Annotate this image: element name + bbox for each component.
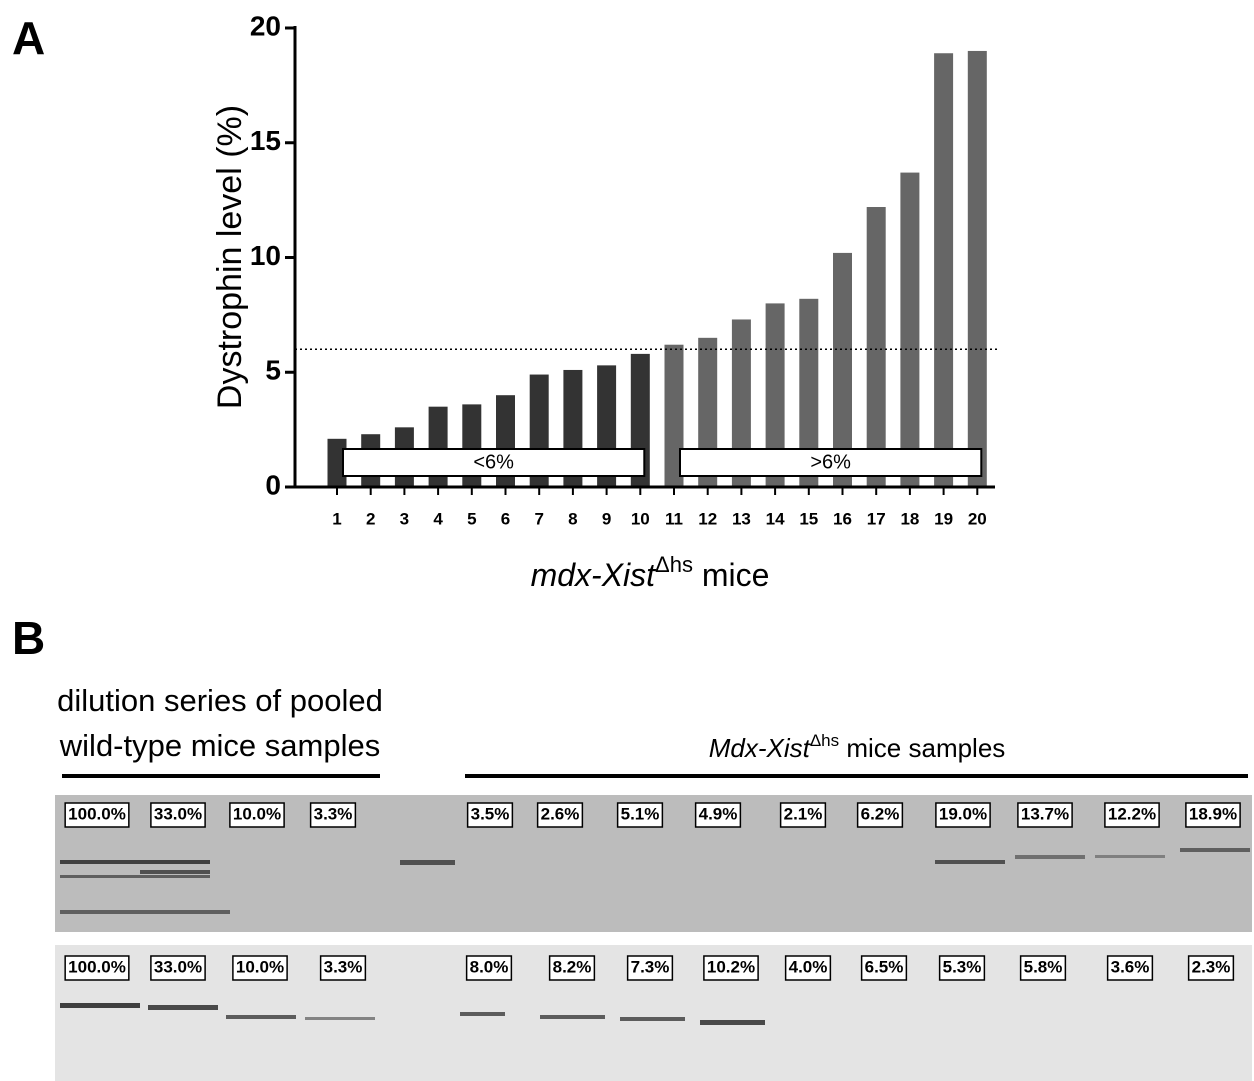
x-tick-label: 13 bbox=[732, 509, 751, 528]
y-axis-label: Dystrophin level (%) bbox=[211, 105, 249, 409]
lane-label: 13.7% bbox=[1021, 804, 1069, 823]
y-tick-label: 0 bbox=[265, 469, 281, 500]
band bbox=[60, 1003, 140, 1008]
lane-label: 3.6% bbox=[1111, 957, 1150, 976]
header-left-line: dilution series of pooled bbox=[57, 683, 383, 718]
lane-label: 2.1% bbox=[784, 804, 823, 823]
x-tick-label: 15 bbox=[799, 509, 818, 528]
figure: A B Dystrophin level (%) mdx-XistΔhs mic… bbox=[0, 0, 1254, 1081]
lane-label: 5.1% bbox=[621, 804, 660, 823]
header-sup: Δhs bbox=[810, 731, 839, 750]
band bbox=[935, 860, 1005, 864]
lane-label: 100.0% bbox=[68, 804, 126, 823]
x-tick-label: 7 bbox=[534, 509, 543, 528]
x-tick-label: 11 bbox=[665, 509, 683, 528]
panel-label: B bbox=[12, 612, 45, 664]
lane-label: 5.3% bbox=[943, 957, 982, 976]
lane-label: 10.0% bbox=[236, 957, 284, 976]
header-right: Mdx-XistΔhs mice samples bbox=[709, 731, 1006, 762]
band bbox=[226, 1015, 296, 1019]
bar bbox=[867, 207, 886, 487]
lane-label: 4.0% bbox=[789, 957, 828, 976]
lane-label: 33.0% bbox=[154, 957, 202, 976]
lane-label: 6.2% bbox=[861, 804, 900, 823]
lane-label: 18.9% bbox=[1189, 804, 1237, 823]
x-label-sup: Δhs bbox=[655, 552, 693, 577]
lane-label: 8.0% bbox=[470, 957, 509, 976]
band bbox=[305, 1017, 375, 1020]
band bbox=[60, 910, 230, 914]
lane-label: 7.3% bbox=[631, 957, 670, 976]
band bbox=[460, 1012, 505, 1016]
lane-label: 4.9% bbox=[699, 804, 738, 823]
lane-label: 2.6% bbox=[541, 804, 580, 823]
lane-label: 10.0% bbox=[233, 804, 281, 823]
header-rest: mice samples bbox=[839, 733, 1005, 763]
x-tick-label: 17 bbox=[867, 509, 886, 528]
x-tick-label: 18 bbox=[900, 509, 919, 528]
x-label-rest: mice bbox=[693, 557, 769, 593]
x-tick-label: 5 bbox=[467, 509, 476, 528]
band bbox=[400, 860, 455, 865]
x-tick-label: 14 bbox=[766, 509, 785, 528]
lane-label: 10.2% bbox=[707, 957, 755, 976]
x-tick-label: 10 bbox=[631, 509, 650, 528]
x-tick-label: 16 bbox=[833, 509, 852, 528]
bar bbox=[934, 53, 953, 487]
x-tick-label: 8 bbox=[568, 509, 577, 528]
header-left-line: wild-type mice samples bbox=[59, 728, 380, 763]
y-tick-label: 15 bbox=[250, 125, 281, 156]
panel-label: A bbox=[12, 12, 45, 64]
x-label-italic: mdx-Xist bbox=[531, 557, 657, 593]
band bbox=[620, 1017, 685, 1021]
x-tick-label: 2 bbox=[366, 509, 375, 528]
x-tick-label: 3 bbox=[400, 509, 409, 528]
x-tick-label: 19 bbox=[934, 509, 953, 528]
lane-label: 19.0% bbox=[939, 804, 987, 823]
band bbox=[140, 870, 210, 874]
band bbox=[1095, 855, 1165, 858]
lane-label: 3.3% bbox=[324, 957, 363, 976]
lane-label: 3.5% bbox=[471, 804, 510, 823]
lane-label: 100.0% bbox=[68, 957, 126, 976]
band bbox=[1180, 848, 1250, 852]
x-tick-label: 1 bbox=[332, 509, 341, 528]
band bbox=[700, 1020, 765, 1025]
x-tick-label: 4 bbox=[433, 509, 443, 528]
lane-label: 2.3% bbox=[1192, 957, 1231, 976]
bar bbox=[968, 51, 987, 487]
band bbox=[148, 1005, 218, 1010]
x-axis-label: mdx-XistΔhs mice bbox=[531, 552, 770, 594]
lane-label: 5.8% bbox=[1024, 957, 1063, 976]
band bbox=[540, 1015, 605, 1019]
y-tick-label: 20 bbox=[250, 10, 281, 41]
band bbox=[60, 860, 210, 864]
bar bbox=[900, 173, 919, 487]
lane-label: 3.3% bbox=[314, 804, 353, 823]
band bbox=[60, 875, 210, 878]
x-tick-label: 20 bbox=[968, 509, 987, 528]
x-tick-label: 12 bbox=[698, 509, 717, 528]
group-label: <6% bbox=[473, 451, 514, 473]
header-italic: Mdx-Xist bbox=[709, 733, 812, 763]
lane-label: 6.5% bbox=[865, 957, 904, 976]
group-label: >6% bbox=[810, 451, 851, 473]
lane-label: 12.2% bbox=[1108, 804, 1156, 823]
lane-label: 8.2% bbox=[553, 957, 592, 976]
lane-label: 33.0% bbox=[154, 804, 202, 823]
x-tick-label: 6 bbox=[501, 509, 510, 528]
band bbox=[1015, 855, 1085, 859]
y-tick-label: 10 bbox=[250, 240, 281, 271]
x-tick-label: 9 bbox=[602, 509, 611, 528]
y-tick-label: 5 bbox=[265, 355, 281, 386]
